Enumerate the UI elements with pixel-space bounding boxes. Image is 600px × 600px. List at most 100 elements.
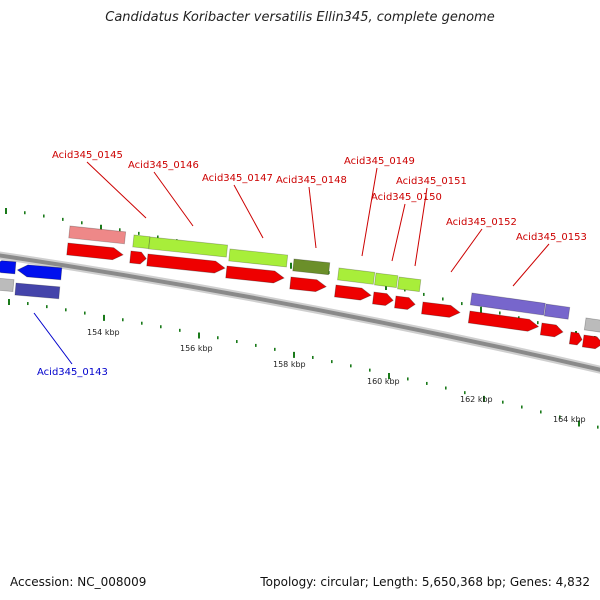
lower-tick (426, 381, 428, 385)
leader-0153 (512, 243, 550, 287)
upper-tick (461, 302, 463, 306)
upper-tick (62, 217, 64, 221)
scale-label-160: 160 kbp (367, 377, 400, 386)
cds-forward-0146a[interactable] (129, 250, 147, 265)
cds-forward-0149[interactable] (334, 284, 372, 301)
lower-tick (65, 308, 67, 312)
cds-forward-0145[interactable] (66, 242, 124, 261)
upper-tick (100, 224, 102, 231)
upper-tick (480, 306, 482, 313)
cds-forward-0146b[interactable] (146, 253, 226, 274)
upper-tick (537, 321, 539, 325)
cds-forward-0153b[interactable] (539, 322, 564, 338)
scale-label-158: 158 kbp (273, 360, 306, 369)
upper-tick (157, 235, 159, 239)
feature-green-0147[interactable] (228, 248, 289, 268)
lower-tick (217, 336, 219, 340)
upper-tick (404, 288, 406, 292)
leader-0147 (233, 184, 264, 239)
genome-backbone-line (0, 253, 600, 372)
lower-tick (578, 420, 580, 427)
lower-tick (198, 332, 200, 339)
upper-tick (385, 284, 387, 290)
scale-label-156: 156 kbp (180, 344, 213, 353)
lower-tick (46, 305, 48, 309)
lower-tick (122, 318, 124, 322)
lower-tick (445, 386, 447, 390)
feature-green-0149[interactable] (337, 267, 376, 285)
map-title: Candidatus Koribacter versatilis Ellin34… (105, 10, 495, 25)
lower-tick (464, 391, 466, 395)
upper-tick (423, 292, 425, 296)
leader-0145 (86, 161, 147, 219)
cds-reverse-b[interactable] (16, 264, 63, 281)
lower-tick (103, 314, 105, 321)
feature-pink-0145[interactable] (68, 225, 127, 245)
lower-tick (8, 299, 10, 305)
scale-label-154: 154 kbp (87, 328, 120, 337)
gene-label-0149[interactable]: Acid345_0149 (344, 156, 415, 167)
leader-0152 (450, 228, 483, 273)
cds-reverse-a[interactable] (0, 260, 17, 275)
lower-tick (179, 328, 181, 332)
upper-tick (499, 311, 501, 315)
cds-forward-r1[interactable] (568, 331, 583, 346)
upper-tick (43, 214, 45, 218)
feature-green-0150[interactable] (374, 272, 399, 289)
lower-tick (559, 415, 561, 419)
upper-tick (24, 211, 26, 215)
cds-forward-0151[interactable] (394, 295, 416, 310)
upper-tick (328, 271, 330, 275)
lower-tick (274, 347, 276, 351)
lower-tick (141, 321, 143, 325)
upper-tick (442, 297, 444, 301)
lower-tick (293, 351, 295, 358)
feature-green-0146a[interactable] (132, 234, 151, 250)
lower-tick (160, 325, 162, 329)
leader-0151 (414, 187, 428, 267)
lower-tick (84, 311, 86, 315)
feature-purple-0153b[interactable] (543, 303, 571, 320)
upper-tick (138, 231, 140, 235)
lower-tick (255, 343, 257, 347)
lower-tick (597, 425, 599, 429)
cds-forward-0153a[interactable] (467, 310, 540, 333)
gene-label-0150[interactable]: Acid345_0150 (371, 192, 442, 203)
feature-green-0146b[interactable] (148, 236, 229, 258)
lower-tick (27, 302, 29, 306)
gene-label-0146[interactable]: Acid345_0146 (128, 160, 199, 171)
lower-tick (312, 355, 314, 359)
lower-tick (388, 373, 390, 379)
cds-forward-0147[interactable] (225, 265, 285, 284)
gene-label-0148[interactable]: Acid345_0148 (276, 175, 347, 186)
feature-purple-0143[interactable] (14, 282, 61, 300)
upper-tick (518, 316, 520, 320)
gene-label-0145[interactable]: Acid345_0145 (52, 150, 123, 161)
feature-darkgreen-0148[interactable] (292, 258, 331, 276)
leader-0146 (153, 171, 194, 227)
feature-grey-left[interactable] (0, 277, 15, 292)
scale-label-164: 164 kbp (553, 415, 586, 424)
gene-label-0152[interactable]: Acid345_0152 (446, 217, 517, 228)
leader-0150 (391, 203, 406, 262)
cds-forward-0152[interactable] (421, 301, 461, 319)
feature-green-0151[interactable] (397, 276, 422, 293)
cds-forward-0148[interactable] (289, 276, 327, 293)
gene-label-0153[interactable]: Acid345_0153 (516, 232, 587, 243)
lower-tick (331, 360, 333, 364)
leader-0149 (361, 167, 378, 257)
cds-forward-0150[interactable] (372, 291, 394, 306)
feature-purple-0153a[interactable] (469, 292, 546, 316)
cds-forward-r2[interactable] (581, 334, 600, 350)
leader-0143 (33, 312, 73, 365)
lower-tick (502, 400, 504, 404)
gene-label-0147[interactable]: Acid345_0147 (202, 173, 273, 184)
feature-grey-right[interactable] (583, 317, 600, 334)
gene-label-0151[interactable]: Acid345_0151 (396, 176, 467, 187)
lower-tick (369, 368, 371, 372)
genome-summary-text: Topology: circular; Length: 5,650,368 bp… (260, 575, 590, 589)
gene-label-0143[interactable]: Acid345_0143 (37, 367, 108, 378)
upper-tick (290, 262, 292, 269)
